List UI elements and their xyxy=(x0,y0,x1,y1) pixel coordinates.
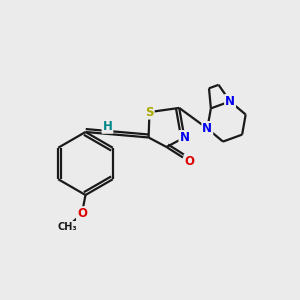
Text: N: N xyxy=(225,95,235,108)
Text: N: N xyxy=(202,122,212,135)
Text: CH₃: CH₃ xyxy=(57,222,77,232)
Text: S: S xyxy=(145,106,154,118)
Text: O: O xyxy=(77,207,87,220)
Text: O: O xyxy=(184,154,195,168)
Text: H: H xyxy=(103,120,112,133)
Text: N: N xyxy=(179,131,189,144)
